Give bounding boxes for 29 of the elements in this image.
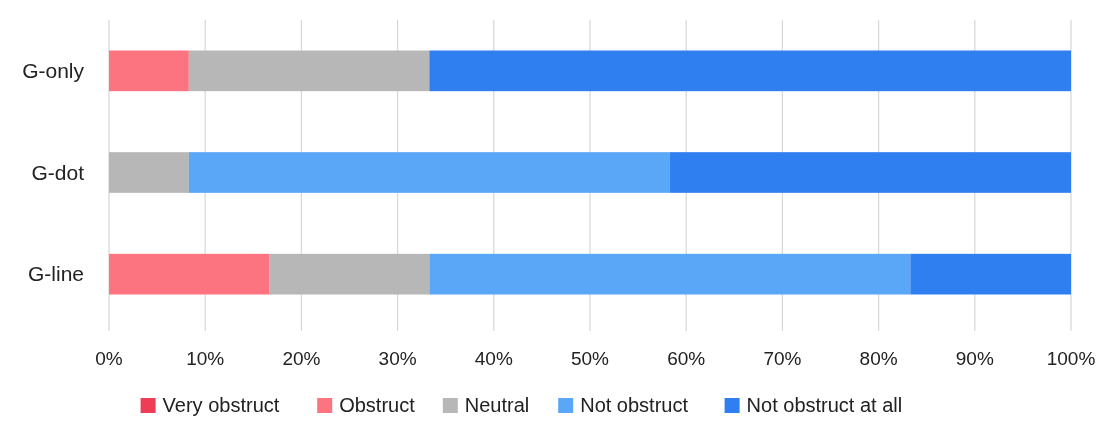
legend-label: Neutral xyxy=(464,394,530,416)
legend-label: Very obstruct xyxy=(162,394,280,416)
x-tick-label: 50% xyxy=(570,348,610,369)
x-tick-label: 100% xyxy=(1046,348,1096,369)
x-tick-label: 30% xyxy=(378,348,417,369)
legend-label: Obstruct xyxy=(339,394,416,416)
legend-label: Not obstruct xyxy=(580,394,689,416)
bar xyxy=(188,50,430,92)
bar xyxy=(109,253,270,295)
y-tick-label: G-only xyxy=(22,58,85,82)
y-tick-label: G-dot xyxy=(31,160,85,184)
x-tick-label: 20% xyxy=(282,348,321,369)
x-tick-label: 80% xyxy=(859,348,898,369)
x-tick-label: 0% xyxy=(95,348,123,369)
bar xyxy=(429,50,1071,92)
y-tick-label: G-line xyxy=(27,262,84,286)
x-tick-label: 10% xyxy=(186,348,225,369)
x-tick-label: 40% xyxy=(474,348,513,369)
bar xyxy=(188,152,670,193)
x-tick-label: 90% xyxy=(955,348,994,369)
x-tick-label: 60% xyxy=(667,348,706,369)
bar xyxy=(669,152,1071,193)
bar xyxy=(910,253,1071,295)
bar xyxy=(109,50,189,92)
legend-label: Not obstruct at all xyxy=(746,394,903,416)
x-tick-label: 70% xyxy=(763,348,802,369)
bar xyxy=(269,253,430,295)
bar xyxy=(429,253,911,295)
bar xyxy=(109,152,189,193)
